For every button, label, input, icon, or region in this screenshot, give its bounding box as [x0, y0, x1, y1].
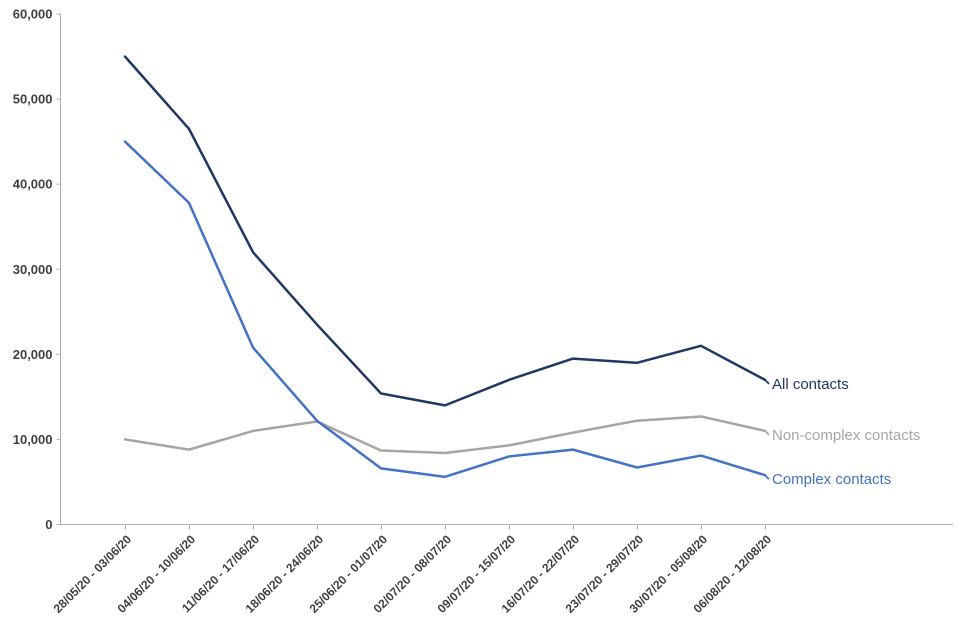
y-tick-label: 50,000 — [13, 92, 53, 107]
series-label-connector — [764, 474, 770, 480]
y-tick-label: 0 — [45, 517, 52, 532]
y-tick-label: 40,000 — [13, 177, 53, 192]
series-line-all-contacts — [123, 55, 767, 407]
y-tick-label: 60,000 — [13, 7, 53, 22]
series-label-all-contacts: All contacts — [772, 376, 849, 393]
series-label-complex-contacts: Complex contacts — [772, 471, 891, 488]
series-label-non-complex-contacts: Non-complex contacts — [772, 427, 920, 444]
y-tick-label: 20,000 — [13, 347, 53, 362]
series-label-connector — [764, 379, 770, 385]
y-tick-label: 30,000 — [13, 262, 53, 277]
series-line-complex-contacts — [123, 140, 767, 479]
series-line-non-complex-contacts — [123, 415, 767, 455]
y-tick-label: 10,000 — [13, 432, 53, 447]
series-label-connector — [764, 430, 770, 436]
